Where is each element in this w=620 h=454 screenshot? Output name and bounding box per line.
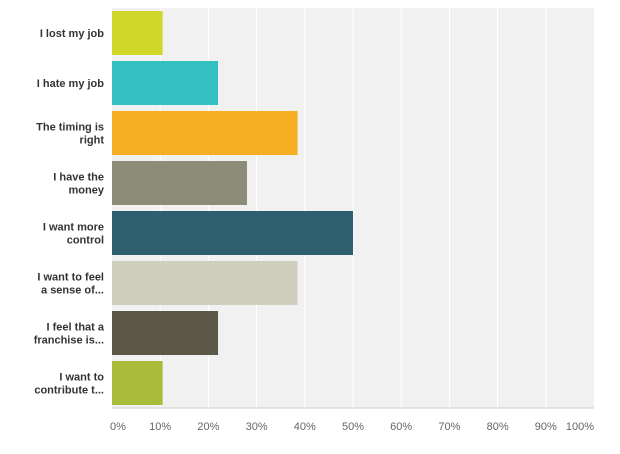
x-tick-label: 100% — [566, 421, 594, 433]
category-label: I lost my job — [40, 28, 104, 40]
category-label: I want to feel — [37, 272, 104, 284]
category-label: a sense of... — [41, 285, 104, 297]
x-tick-label: 40% — [294, 421, 316, 433]
x-tick-label: 60% — [390, 421, 412, 433]
category-label: money — [69, 185, 105, 197]
category-label: right — [80, 135, 105, 147]
x-axis-tick-labels: 0% 10% 20% 30% 40% 50% 60% 70% 80% 90% 100% — [110, 421, 594, 433]
category-label: contribute t... — [34, 385, 104, 397]
category-label: I feel that a — [47, 322, 105, 334]
bars — [112, 11, 353, 405]
category-label: control — [67, 235, 104, 247]
bar — [112, 11, 163, 55]
x-tick-label: 30% — [246, 421, 268, 433]
x-tick-label: 0% — [110, 421, 126, 433]
category-label: The timing is — [36, 122, 104, 134]
category-label: I have the — [53, 172, 104, 184]
bar — [112, 261, 298, 305]
bar — [112, 311, 219, 355]
category-label: I want more — [43, 222, 104, 234]
x-tick-label: 70% — [438, 421, 460, 433]
x-tick-label: 80% — [487, 421, 509, 433]
bar — [112, 111, 298, 155]
bar — [112, 161, 247, 205]
category-label: I hate my job — [37, 78, 105, 90]
bar — [112, 211, 353, 255]
x-tick-label: 10% — [149, 421, 171, 433]
x-tick-label: 90% — [535, 421, 557, 433]
bar — [112, 361, 163, 405]
gridlines — [112, 8, 594, 409]
x-tick-label: 20% — [197, 421, 219, 433]
category-labels: I lost my job I hate my job The timing isr… — [34, 28, 105, 397]
bar — [112, 61, 219, 105]
category-label: franchise is... — [34, 335, 104, 347]
category-label: I want to — [59, 372, 104, 384]
x-tick-label: 50% — [342, 421, 364, 433]
